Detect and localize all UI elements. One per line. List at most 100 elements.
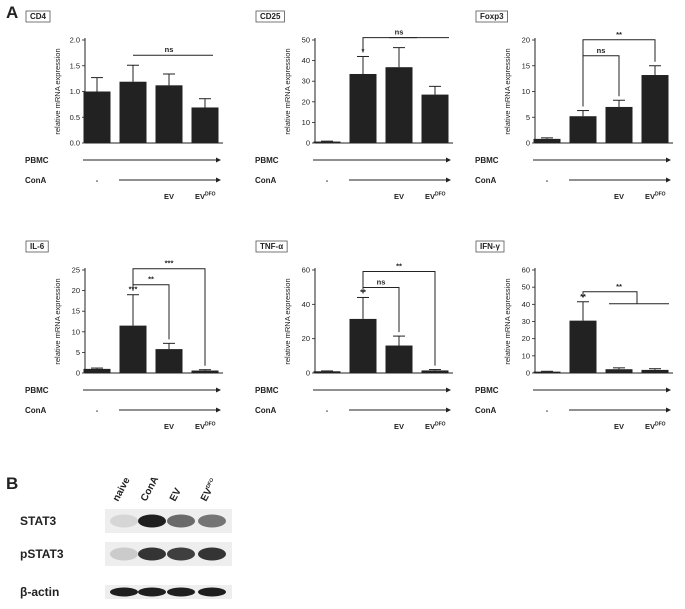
- group-label-evdfo-sup: DFO: [205, 192, 216, 198]
- significance-label: ns: [395, 28, 404, 37]
- lane-label-base: ConA: [139, 475, 161, 504]
- y-tick-label: 20: [302, 334, 310, 343]
- chart-5: IFN-γ 0 10 20 30 40 50 60 relative mRNA expressi…: [475, 240, 673, 431]
- blot-row-label-0: STAT3: [20, 514, 57, 528]
- bar-0: [83, 368, 111, 373]
- y-tick-label: 60: [522, 266, 530, 275]
- group-label-evdfo-sup: DFO: [205, 422, 216, 428]
- group-label-evdfo-base: EV: [425, 192, 435, 201]
- cona-label: ConA: [25, 406, 47, 415]
- y-tick-label: 20: [72, 286, 80, 295]
- bar-3: [641, 369, 669, 373]
- y-tick-label: 5: [526, 113, 530, 122]
- cona-arrow-head: [666, 407, 671, 413]
- chart-0: CD4 0.0 0.5 1.0 1.5 2.0 relative mRNA expressi…: [25, 10, 223, 202]
- y-tick-label: 40: [302, 300, 310, 309]
- y-tick-label: 20: [302, 97, 310, 106]
- bar-3: [421, 370, 449, 373]
- y-axis-label: relative mRNA expression: [503, 278, 512, 364]
- y-axis-label: relative mRNA expression: [53, 278, 62, 364]
- y-tick-label: 0: [526, 139, 530, 148]
- bar-1: [119, 325, 147, 373]
- significance-bracket: [582, 55, 620, 107]
- group-label-evdfo: EVDFO: [195, 192, 216, 202]
- blot-row-label-1: pSTAT3: [20, 547, 64, 561]
- group-label-evdfo-base: EV: [645, 422, 655, 431]
- y-tick-label: 1.0: [70, 87, 80, 96]
- significance-bracket: [582, 39, 656, 107]
- bar-2: [605, 369, 633, 373]
- blot-band-0-1: [138, 514, 166, 528]
- bar-1: [569, 116, 597, 143]
- group-label-none: -: [546, 406, 549, 415]
- chart-title-frame: [475, 10, 508, 23]
- blot-band-2-1: [138, 587, 166, 597]
- significance-label: **: [616, 282, 622, 291]
- chart-title: IFN-γ: [480, 242, 501, 251]
- y-tick-label: 10: [522, 351, 530, 360]
- chart-title-frame: [25, 240, 49, 253]
- lane-label-base: EV: [199, 486, 215, 503]
- blot-band-1-2: [167, 547, 195, 561]
- pbmc-label: PBMC: [475, 386, 499, 395]
- bar-2: [385, 67, 413, 143]
- panel-b-label: B: [6, 474, 18, 493]
- cona-arrow-head: [216, 407, 221, 413]
- chart-3: IL-6 0 5 10 15 20 25 relative mRNA expression **…: [25, 240, 223, 431]
- chart-title-frame: [255, 10, 285, 23]
- blot-band-1-0: [110, 547, 138, 561]
- y-tick-label: 20: [522, 334, 530, 343]
- lane-label-0: naive: [111, 475, 133, 503]
- y-tick-label: 10: [72, 327, 80, 336]
- blot-band-2-3: [198, 587, 226, 597]
- cona-label: ConA: [255, 176, 277, 185]
- chart-title-box: TNF-α: [255, 240, 288, 253]
- lane-label-sup: DFO: [205, 477, 215, 489]
- blot-band-1-1: [138, 547, 166, 561]
- chart-title-frame: [255, 240, 288, 253]
- significance-label: **: [396, 261, 402, 270]
- bar-0: [533, 371, 561, 373]
- significance-bracket: [132, 268, 206, 366]
- significance-bracket: [362, 270, 436, 366]
- chart-title-box: IFN-γ: [475, 240, 505, 253]
- significance-label: **: [148, 275, 154, 284]
- y-axis-label: relative mRNA expression: [283, 278, 292, 364]
- y-tick-label: 40: [302, 56, 310, 65]
- chart-2: Foxp3 0 5 10 15 20 relative mRNA expression ns *…: [475, 10, 673, 202]
- group-label-none: -: [96, 176, 99, 185]
- significance-label: ns: [165, 45, 174, 54]
- lane-label-3: EVDFO: [199, 477, 220, 503]
- blot-band-0-0: [110, 514, 138, 528]
- blot-band-0-3: [198, 514, 226, 528]
- cona-arrow-head: [216, 177, 221, 183]
- chart-title: CD25: [260, 12, 281, 21]
- chart-title: Foxp3: [480, 12, 504, 21]
- significance-bracket: [582, 291, 638, 304]
- group-label-evdfo-base: EV: [195, 192, 205, 201]
- y-tick-label: 10: [302, 118, 310, 127]
- chart-4: TNF-α 0 20 40 60 relative mRNA expression ** ns…: [255, 240, 453, 431]
- panel-a-label: A: [6, 3, 18, 22]
- group-label-ev: EV: [164, 422, 174, 431]
- bar-3: [641, 75, 669, 143]
- pbmc-label: PBMC: [475, 156, 499, 165]
- significance-label: ns: [597, 46, 606, 55]
- group-label-evdfo: EVDFO: [645, 192, 666, 202]
- lane-label-2: EV: [168, 486, 184, 503]
- y-tick-label: 1.5: [70, 61, 80, 70]
- pbmc-label: PBMC: [25, 386, 49, 395]
- group-label-evdfo: EVDFO: [425, 192, 446, 202]
- chart-title: CD4: [30, 12, 47, 21]
- significance-label: **: [616, 30, 622, 39]
- lane-label-base: EV: [168, 486, 184, 503]
- blot-row-label-2: β-actin: [20, 585, 59, 599]
- group-label-evdfo-sup: DFO: [655, 192, 666, 198]
- pbmc-arrow-head: [216, 157, 221, 163]
- bar-2: [155, 349, 183, 373]
- y-tick-label: 15: [522, 61, 530, 70]
- bar-1: [349, 73, 377, 143]
- y-tick-label: 2.0: [70, 36, 80, 45]
